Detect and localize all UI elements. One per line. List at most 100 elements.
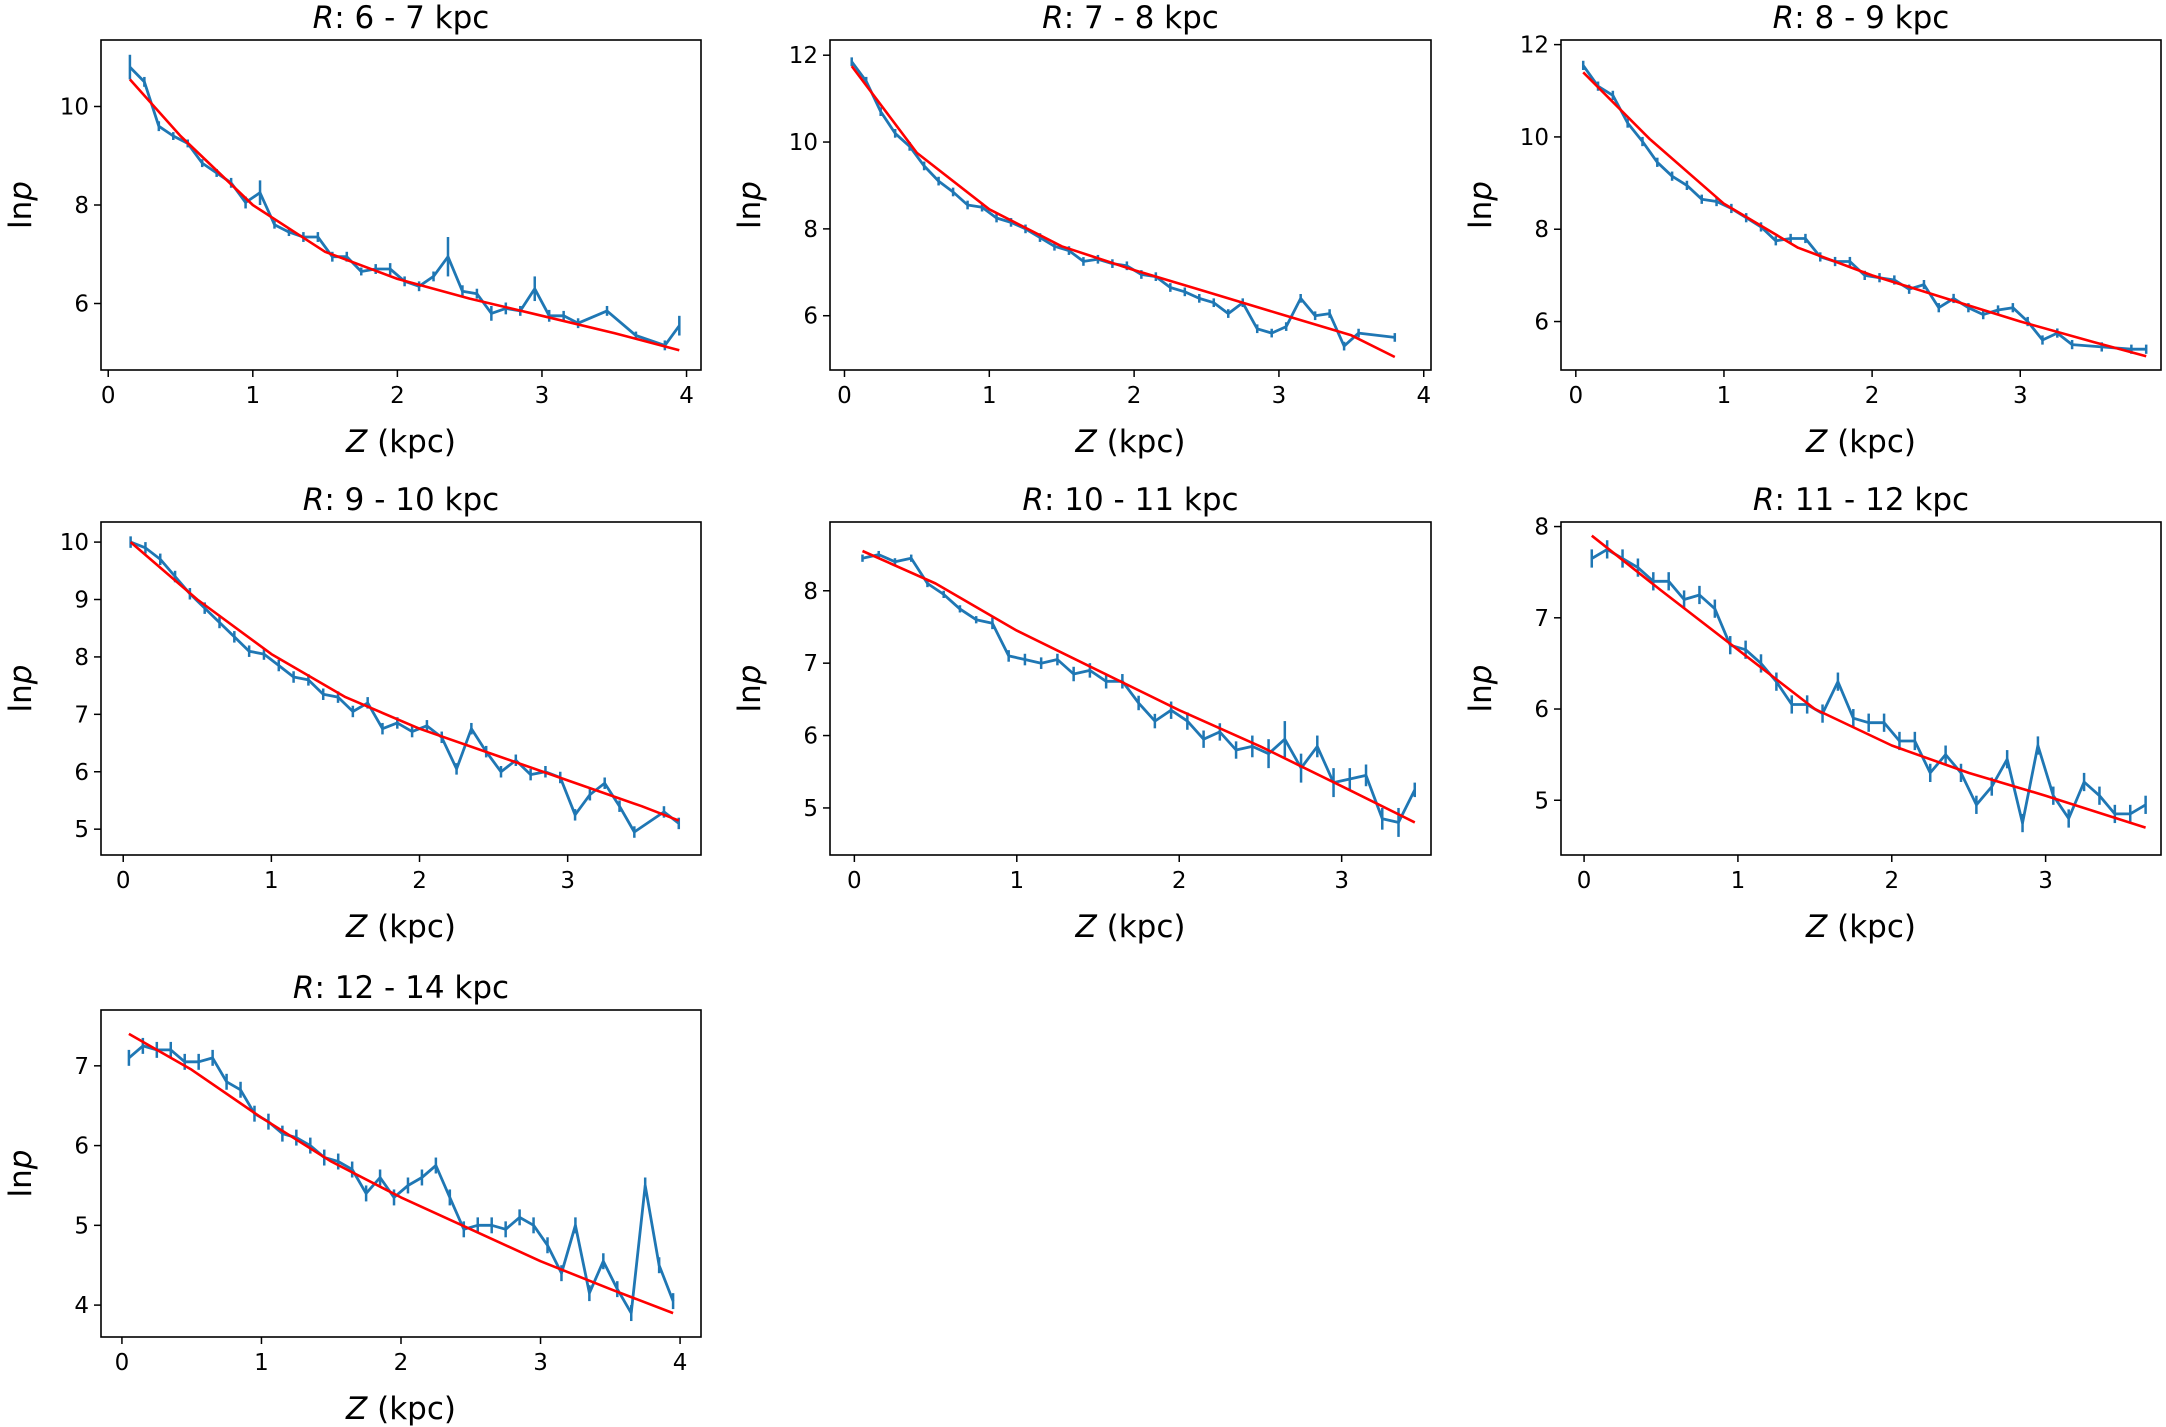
model-fit-line xyxy=(129,541,680,822)
y-tick-label: 8 xyxy=(803,217,818,243)
y-tick-label: 5 xyxy=(803,796,818,822)
plot-area xyxy=(127,1032,675,1322)
x-tick-label: 1 xyxy=(1009,868,1024,894)
x-tick-label: 2 xyxy=(1172,868,1187,894)
plot-area xyxy=(861,549,1417,837)
model-fit-line xyxy=(1590,534,2146,829)
chart-panel-1: R: 6 - 7 kpc 0 1 2 3 4 6 8 10 Z (kpc) lnp xyxy=(3,0,702,460)
y-axis-label: lnp xyxy=(1463,181,1499,229)
y-tick-label: 7 xyxy=(1534,606,1549,632)
chart-title: R: 6 - 7 kpc xyxy=(313,0,490,36)
x-axis-label: Z (kpc) xyxy=(345,424,456,460)
chart-panel-6: R: 11 - 12 kpc 0 1 2 3 5 6 7 8 Z (kpc) lnp xyxy=(1463,482,2162,945)
plot-area xyxy=(129,536,681,838)
x-tick-label: 3 xyxy=(1272,383,1287,409)
x-tick-label: 0 xyxy=(847,868,862,894)
x-tick-label: 2 xyxy=(1865,383,1880,409)
x-tick-label: 2 xyxy=(394,1350,409,1376)
x-axis-label: Z (kpc) xyxy=(345,1391,456,1427)
model-fit-line xyxy=(861,549,1416,824)
y-tick-label: 8 xyxy=(74,193,89,219)
axes-frame xyxy=(829,39,1432,371)
data-series-line xyxy=(128,66,681,347)
chart-panel-7: R: 12 - 14 kpc 0 1 2 3 4 4 5 6 7 Z (kpc) lnp xyxy=(3,970,702,1427)
y-axis-label: lnp xyxy=(3,181,39,229)
y-tick-label: 8 xyxy=(74,645,89,671)
x-tick-label: 3 xyxy=(535,383,550,409)
data-series-line xyxy=(1582,64,2147,351)
x-tick-label: 3 xyxy=(2013,383,2028,409)
y-tick-label: 7 xyxy=(74,702,89,728)
y-tick-label: 6 xyxy=(1534,310,1549,336)
y-axis-label: lnp xyxy=(1463,665,1499,713)
axes-frame xyxy=(829,521,1432,856)
chart-panel-4: R: 9 - 10 kpc 0 1 2 3 5 6 7 8 9 10 Z (kpc) lnp xyxy=(3,482,702,945)
data-series-line xyxy=(127,1044,675,1315)
axes-frame xyxy=(1560,39,2162,371)
y-tick-label: 10 xyxy=(1520,125,1549,151)
y-tick-label: 6 xyxy=(74,292,89,318)
y-tick-label: 6 xyxy=(1534,697,1549,723)
chart-title: R: 9 - 10 kpc xyxy=(303,482,499,518)
x-tick-label: 0 xyxy=(101,383,116,409)
y-tick-label: 6 xyxy=(74,760,89,786)
chart-title: R: 7 - 8 kpc xyxy=(1042,0,1219,36)
y-axis-label: lnp xyxy=(3,665,39,713)
chart-title: R: 10 - 11 kpc xyxy=(1022,482,1238,518)
y-tick-label: 5 xyxy=(1534,788,1549,814)
y-axis-label: lnp xyxy=(732,665,768,713)
y-tick-label: 6 xyxy=(74,1134,89,1160)
x-tick-label: 1 xyxy=(982,383,997,409)
x-axis-label: Z (kpc) xyxy=(1805,909,1916,945)
x-tick-label: 0 xyxy=(116,868,131,894)
x-axis-label: Z (kpc) xyxy=(1075,424,1186,460)
axes-frame xyxy=(100,39,702,371)
plot-area xyxy=(128,54,681,352)
data-series-line xyxy=(130,540,680,834)
x-tick-label: 1 xyxy=(245,383,260,409)
model-fit-line xyxy=(850,65,1396,359)
y-tick-label: 10 xyxy=(789,130,818,156)
axes-frame xyxy=(100,1009,702,1338)
x-axis-label: Z (kpc) xyxy=(1075,909,1186,945)
y-tick-label: 7 xyxy=(74,1054,89,1080)
y-tick-label: 8 xyxy=(803,579,818,605)
plot-area xyxy=(850,57,1397,359)
y-tick-label: 6 xyxy=(803,304,818,330)
y-tick-label: 8 xyxy=(1534,515,1549,541)
plot-area xyxy=(1581,60,2148,358)
x-tick-label: 2 xyxy=(412,868,427,894)
x-tick-label: 4 xyxy=(679,383,694,409)
y-tick-label: 4 xyxy=(74,1293,89,1319)
model-fit-line xyxy=(128,78,680,352)
data-series-line xyxy=(1591,548,2147,825)
axes-frame xyxy=(1560,521,2162,856)
data-series-line xyxy=(862,553,1417,824)
x-tick-label: 3 xyxy=(533,1350,548,1376)
x-axis-label: Z (kpc) xyxy=(1805,424,1916,460)
y-tick-label: 9 xyxy=(74,588,89,614)
chart-title: R: 8 - 9 kpc xyxy=(1773,0,1950,36)
data-series-line xyxy=(850,60,1395,348)
x-tick-label: 3 xyxy=(2038,868,2053,894)
x-tick-label: 0 xyxy=(837,383,852,409)
y-tick-label: 5 xyxy=(74,1213,89,1239)
x-tick-label: 0 xyxy=(115,1350,130,1376)
y-tick-label: 10 xyxy=(60,94,89,120)
y-tick-label: 10 xyxy=(60,530,89,556)
x-tick-label: 1 xyxy=(254,1350,269,1376)
x-tick-label: 0 xyxy=(1577,868,1592,894)
y-tick-label: 7 xyxy=(803,651,818,677)
plot-area xyxy=(1590,534,2147,833)
model-fit-line xyxy=(1582,71,2147,358)
chart-title: R: 12 - 14 kpc xyxy=(293,970,509,1006)
x-tick-label: 3 xyxy=(560,868,575,894)
x-tick-label: 4 xyxy=(673,1350,688,1376)
y-axis-label: lnp xyxy=(3,1150,39,1198)
model-fit-line xyxy=(128,1032,674,1315)
y-tick-label: 12 xyxy=(1520,33,1549,59)
x-tick-label: 1 xyxy=(1731,868,1746,894)
chart-panel-5: R: 10 - 11 kpc 0 1 2 3 5 6 7 8 Z (kpc) lnp xyxy=(732,482,1432,945)
